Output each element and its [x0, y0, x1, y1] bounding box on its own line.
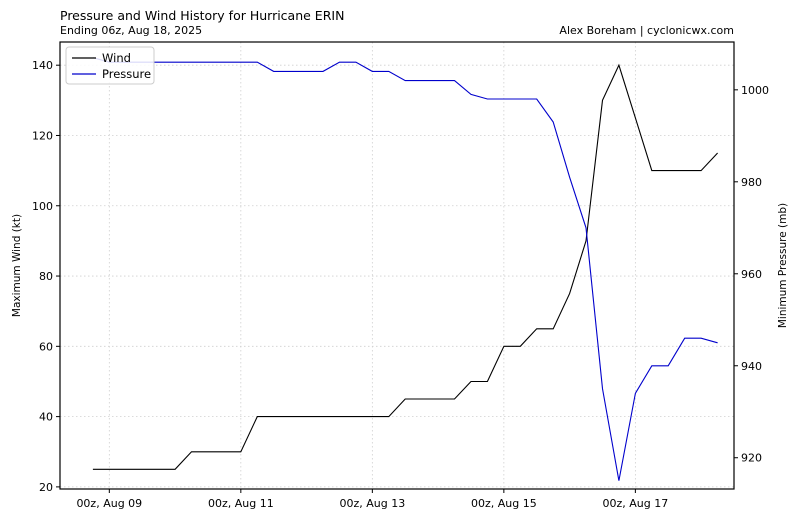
chart-title: Pressure and Wind History for Hurricane … — [60, 8, 345, 23]
wind-series-line — [92, 63, 719, 470]
legend-label: Wind — [102, 51, 131, 65]
grid-layer — [60, 42, 734, 489]
y-right-tick-label: 980 — [741, 176, 762, 189]
y-left-tick-label: 20 — [39, 481, 53, 494]
legend: Wind Pressure — [65, 46, 155, 85]
x-tick-label: 00z, Aug 15 — [471, 497, 537, 510]
y-right-tick-label: 1000 — [741, 84, 769, 97]
chart-subtitle: Ending 06z, Aug 18, 2025 — [60, 24, 203, 37]
x-tick-label: 00z, Aug 09 — [76, 497, 142, 510]
y-left-tick-label: 120 — [32, 129, 53, 142]
y-right-tick-label: 920 — [741, 452, 762, 465]
x-tick-label: 00z, Aug 13 — [339, 497, 405, 510]
series-layer — [92, 57, 719, 481]
y-right-tick-label: 940 — [741, 360, 762, 373]
y-left-tick-label: 60 — [39, 340, 53, 353]
pressure-series-line — [92, 57, 718, 481]
y-right-tick-label: 960 — [741, 268, 762, 281]
plot-frame — [59, 41, 735, 490]
legend-box — [65, 46, 155, 85]
y-left-tick-label: 80 — [39, 270, 53, 283]
y-left-tick-label: 140 — [32, 59, 53, 72]
y-left-axis-label: Maximum Wind (kt) — [11, 214, 23, 317]
x-tick-label: 00z, Aug 17 — [602, 497, 668, 510]
chart-credit: Alex Boreham | cyclonicwx.com — [559, 24, 734, 37]
x-tick-label: 00z, Aug 11 — [208, 497, 274, 510]
y-left-tick-label: 40 — [39, 411, 53, 424]
legend-label: Pressure — [102, 67, 151, 81]
y-right-axis-label: Minimum Pressure (mb) — [777, 203, 789, 328]
y-left-tick-label: 100 — [32, 200, 53, 213]
axis-layer: 00z, Aug 09 00z, Aug 11 00z, Aug 13 00z, Au… — [11, 59, 789, 510]
